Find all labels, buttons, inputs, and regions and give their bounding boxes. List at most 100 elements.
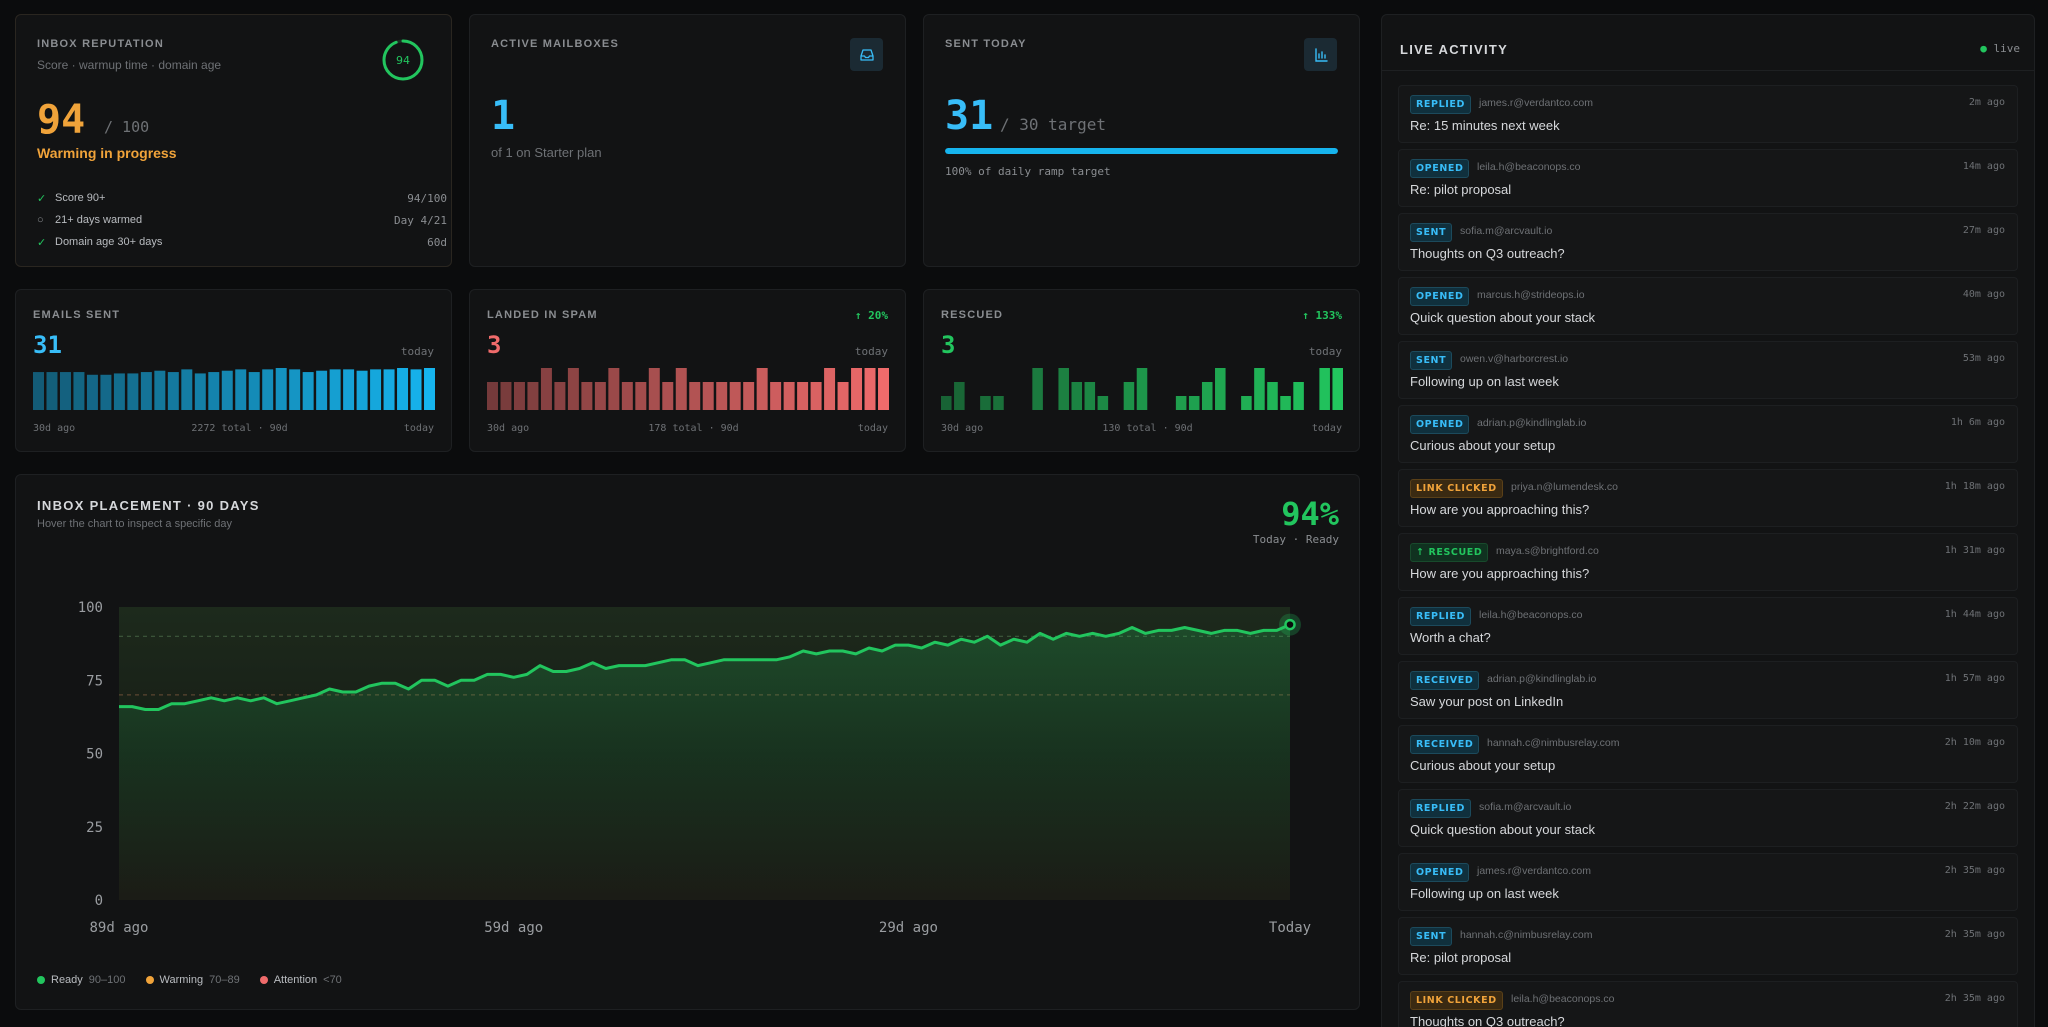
- placement-current: 94%: [1281, 495, 1339, 533]
- activity-item[interactable]: LINK CLICKED priya.n@lumendesk.co 1h 18m a…: [1398, 469, 2018, 527]
- spark-bar: [770, 382, 782, 410]
- live-activity-title: LIVE ACTIVITY: [1400, 42, 1509, 57]
- activity-email: maya.s@brightford.co: [1496, 545, 1599, 557]
- inbox-placement-chart[interactable]: 0 25 50 75 100 89d ago 59d ago 29d ago Today: [16, 475, 1361, 1011]
- spark-bar: [140, 372, 152, 410]
- legend-attention: Attention <70: [259, 974, 342, 986]
- spark-bar: [329, 369, 341, 410]
- activity-item[interactable]: SENT owen.v@harborcrest.io 53m ago Followin…: [1398, 341, 2018, 399]
- spark-bar: [1293, 382, 1304, 410]
- spark-bar: [594, 382, 606, 410]
- spark-bar: [878, 368, 889, 410]
- placement-title: INBOX PLACEMENT · 90 DAYS: [37, 498, 260, 513]
- spark-bar: [487, 382, 498, 410]
- mailboxes-count: 1: [491, 93, 516, 139]
- x-tick-label: 89d ago: [89, 920, 148, 936]
- placement-current-status: Today · Ready: [1252, 533, 1339, 546]
- y-tick-label: 25: [86, 820, 103, 836]
- sent-today-target: / 30 target: [1000, 115, 1106, 134]
- spark-bar: [689, 382, 701, 410]
- range-total: 2272 total · 90d: [191, 423, 288, 434]
- check-label: Score 90+: [55, 192, 106, 204]
- x-tick-label: Today: [1269, 920, 1311, 936]
- spark-bar: [554, 382, 566, 410]
- spark-bar: [729, 382, 741, 410]
- check-icon: ✓: [37, 192, 47, 205]
- spark-bar: [675, 368, 687, 410]
- spark-bar: [1123, 382, 1135, 410]
- inbox-reputation-card: INBOX REPUTATION Score · warmup time · d…: [15, 14, 452, 267]
- legend-dot: [37, 976, 45, 984]
- active-mailboxes-card: ACTIVE MAILBOXES 1 of 1 on Starter plan: [469, 14, 906, 267]
- check-value: 94/100: [407, 191, 447, 205]
- activity-item[interactable]: RECEIVED adrian.p@kindlinglab.io 1h 57m ag…: [1398, 661, 2018, 719]
- activity-email: adrian.p@kindlinglab.io: [1487, 673, 1597, 685]
- rescued-footer: 30d ago 130 total · 90d today: [941, 423, 1342, 434]
- activity-item[interactable]: SENT hannah.c@nimbusrelay.com 2h 35m ago Re…: [1398, 917, 2018, 975]
- activity-email: leila.h@beaconops.co: [1479, 609, 1583, 621]
- activity-time: 2m ago: [1968, 97, 2005, 108]
- legend-dot: [259, 976, 268, 984]
- reputation-status: Warming in progress: [37, 145, 177, 161]
- activity-email: marcus.h@strideops.io: [1477, 289, 1585, 301]
- spark-bar: [167, 372, 179, 410]
- spark-bar: [567, 368, 579, 410]
- inbox-icon[interactable]: [850, 38, 883, 71]
- bar-chart-icon[interactable]: [1304, 38, 1337, 71]
- spark-bar: [1332, 368, 1343, 410]
- y-tick-label: 0: [95, 893, 103, 909]
- activity-subject: Curious about your setup: [1410, 438, 1556, 453]
- activity-item[interactable]: OPENED james.r@verdantco.com 2h 35m ago Fol…: [1398, 853, 2018, 911]
- reputation-checklist: ✓ Score 90+ 94/100 ○ 21+ days warmed Day…: [37, 187, 447, 253]
- activity-subject: Following up on last week: [1410, 886, 1559, 901]
- activity-email: hannah.c@nimbusrelay.com: [1460, 929, 1593, 941]
- spark-bar: [59, 372, 71, 410]
- activity-item[interactable]: ↑ RESCUED maya.s@brightford.co 1h 31m ago H…: [1398, 533, 2018, 591]
- divider: [1382, 70, 2034, 71]
- activity-badge: OPENED: [1410, 287, 1470, 306]
- inbox-placement-card: 0 25 50 75 100 89d ago 59d ago 29d ago Today INB…: [15, 474, 1360, 1010]
- landed-in-spam-card: LANDED IN SPAM ↑ 20% 3 today 30d ago 178…: [469, 289, 906, 452]
- y-tick-label: 100: [78, 600, 103, 616]
- activity-item[interactable]: OPENED marcus.h@strideops.io 40m ago Quick …: [1398, 277, 2018, 335]
- spark-bar: [810, 382, 822, 410]
- activity-item[interactable]: REPLIED sofia.m@arcvault.io 2h 22m ago Quic…: [1398, 789, 2018, 847]
- activity-badge: REPLIED: [1410, 95, 1471, 114]
- range-end: today: [1311, 423, 1342, 434]
- spark-bar: [941, 396, 952, 410]
- activity-time: 1h 44m ago: [1944, 609, 2005, 620]
- spark-bar: [1136, 368, 1148, 410]
- activity-badge: OPENED: [1410, 863, 1470, 882]
- activity-item[interactable]: RECEIVED hannah.c@nimbusrelay.com 2h 10m a…: [1398, 725, 2018, 783]
- activity-item[interactable]: LINK CLICKED leila.h@beaconops.co 2h 35m a…: [1398, 981, 2018, 1027]
- spark-bar: [302, 372, 314, 410]
- spark-bar: [221, 370, 233, 410]
- activity-item[interactable]: OPENED leila.h@beaconops.co 14m ago Re: pil…: [1398, 149, 2018, 207]
- activity-item[interactable]: REPLIED leila.h@beaconops.co 1h 44m ago Wor…: [1398, 597, 2018, 655]
- check-value: Day 4/21: [394, 213, 447, 227]
- spark-bar: [797, 382, 809, 410]
- circle-icon: ○: [37, 214, 44, 226]
- activity-item[interactable]: SENT sofia.m@arcvault.io 27m ago Thoughts o…: [1398, 213, 2018, 271]
- spark-bar: [1254, 368, 1265, 410]
- activity-item[interactable]: OPENED adrian.p@kindlinglab.io 1h 6m ago Cu…: [1398, 405, 2018, 463]
- activity-badge: SENT: [1410, 927, 1453, 946]
- spark-bar: [980, 396, 991, 410]
- emails-sent-title: EMAILS SENT: [33, 309, 121, 321]
- spark-bar: [181, 369, 193, 410]
- spark-bar: [356, 370, 368, 410]
- activity-subject: Re: pilot proposal: [1410, 182, 1512, 197]
- reputation-subtitle: Score · warmup time · domain age: [37, 58, 222, 72]
- sent-today-count: 31: [945, 93, 994, 139]
- activity-item[interactable]: REPLIED james.r@verdantco.com 2m ago Re: 15…: [1398, 85, 2018, 143]
- spark-bar: [837, 382, 849, 410]
- spark-bar: [262, 369, 274, 410]
- activity-email: leila.h@beaconops.co: [1477, 161, 1581, 173]
- spark-bar: [756, 368, 768, 410]
- activity-subject: Curious about your setup: [1410, 758, 1556, 773]
- legend-ready: Ready 90–100: [37, 974, 126, 986]
- live-indicator: ● live: [1980, 42, 2020, 55]
- range-total: 130 total · 90d: [1102, 423, 1193, 434]
- spam-today: today: [854, 345, 888, 358]
- emails-sent-today: today: [400, 345, 434, 358]
